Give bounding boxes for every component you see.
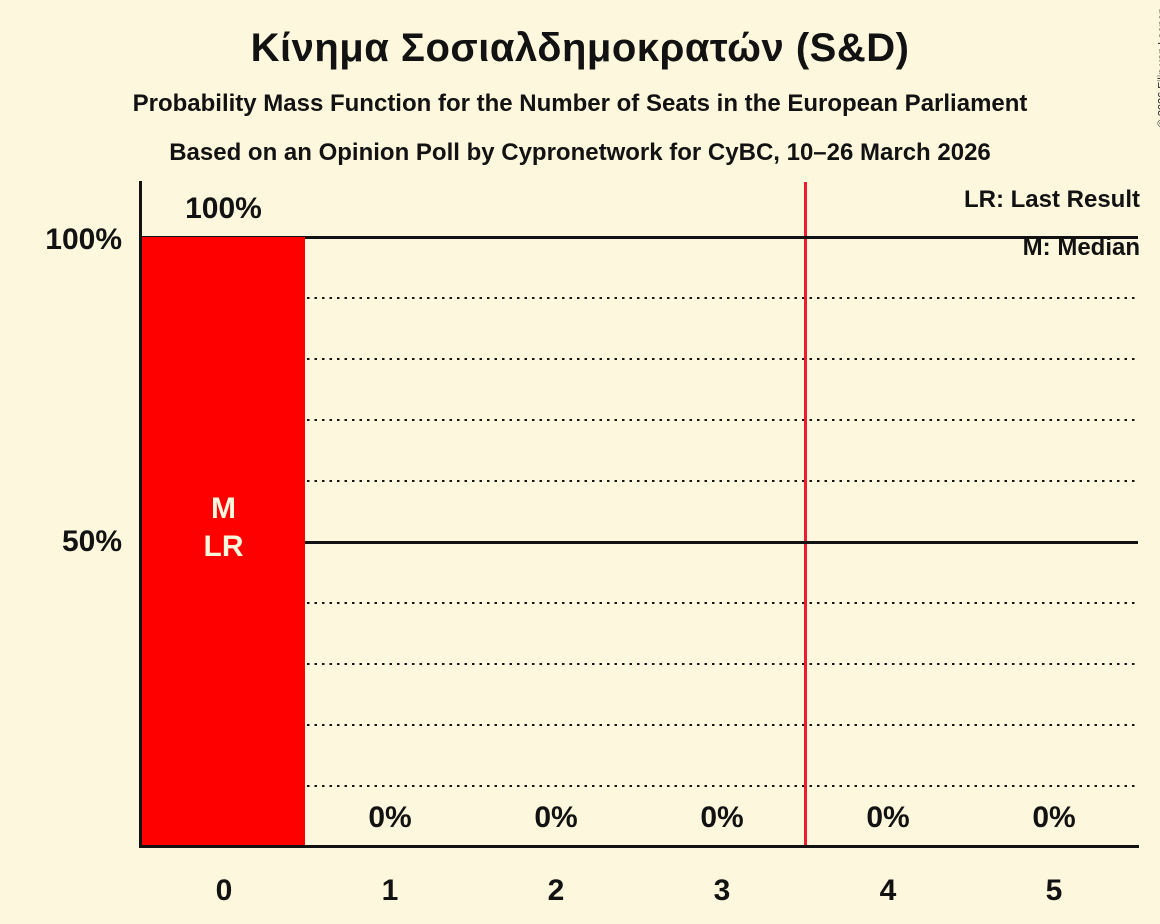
y-axis-label-100: 100%	[45, 223, 122, 256]
x-tick-0: 0	[215, 874, 233, 907]
x-tick-1: 1	[381, 874, 399, 907]
gridline-30pct	[142, 663, 1138, 665]
copyright-notice: © 2026 Filip van Laenen	[1156, 8, 1160, 127]
page-title: Κίνημα Σοσιαλδημοκρατών (S&D)	[250, 26, 910, 70]
legend-last-result: LR: Last Result	[963, 186, 1140, 213]
y-axis-label-50: 50%	[61, 525, 122, 558]
bar-value-label-0: 100%	[185, 192, 262, 225]
gridline-100pct	[142, 236, 1138, 239]
bar-value-label-4: 0%	[866, 801, 910, 834]
gridline-40pct	[142, 602, 1138, 604]
gridline-50pct	[142, 541, 1138, 544]
x-tick-4: 4	[879, 874, 897, 907]
median-last-result-marker: M LR	[203, 492, 244, 563]
poll-source-line: Based on an Opinion Poll by Cypronetwork…	[169, 139, 991, 166]
bar-value-label-5: 0%	[1032, 801, 1076, 834]
bar-value-label-2: 0%	[534, 801, 578, 834]
gridline-90pct	[142, 297, 1138, 299]
gridline-10pct	[142, 785, 1138, 787]
y-axis-line	[139, 181, 142, 847]
legend-median: M: Median	[1022, 234, 1140, 261]
gridline-70pct	[142, 419, 1138, 421]
gridline-80pct	[142, 358, 1138, 360]
x-tick-3: 3	[713, 874, 731, 907]
x-axis-line	[139, 845, 1139, 848]
bar-value-label-1: 0%	[368, 801, 412, 834]
vertical-marker-line	[804, 182, 807, 845]
bar-value-label-3: 0%	[700, 801, 744, 834]
gridline-20pct	[142, 724, 1138, 726]
gridline-60pct	[142, 480, 1138, 482]
bar-seats-0	[142, 237, 305, 845]
x-tick-5: 5	[1045, 874, 1063, 907]
x-tick-2: 2	[547, 874, 565, 907]
chart-subtitle: Probability Mass Function for the Number…	[132, 90, 1028, 117]
